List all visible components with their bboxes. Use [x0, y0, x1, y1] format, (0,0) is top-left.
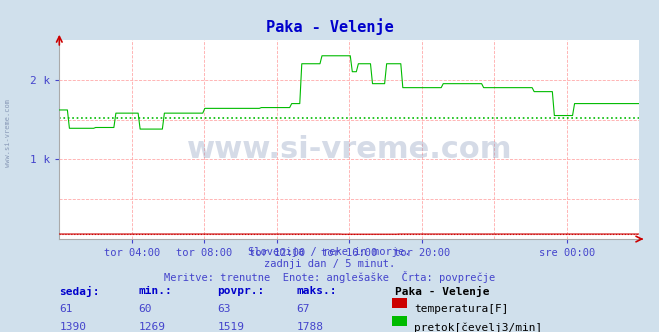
Text: Paka - Velenje: Paka - Velenje: [266, 18, 393, 35]
Text: 1269: 1269: [138, 322, 165, 332]
Text: 63: 63: [217, 304, 231, 314]
Text: zadnji dan / 5 minut.: zadnji dan / 5 minut.: [264, 259, 395, 269]
Text: temperatura[F]: temperatura[F]: [414, 304, 508, 314]
Text: Paka - Velenje: Paka - Velenje: [395, 286, 490, 296]
Text: pretok[čevelj3/min]: pretok[čevelj3/min]: [414, 322, 542, 332]
Text: sedaj:: sedaj:: [59, 286, 100, 296]
Text: 67: 67: [297, 304, 310, 314]
Text: 61: 61: [59, 304, 72, 314]
Text: 1390: 1390: [59, 322, 86, 332]
Text: 1519: 1519: [217, 322, 244, 332]
Text: Slovenija / reke in morje.: Slovenija / reke in morje.: [248, 247, 411, 257]
Text: www.si-vreme.com: www.si-vreme.com: [186, 135, 512, 164]
Text: maks.:: maks.:: [297, 286, 337, 295]
Text: povpr.:: povpr.:: [217, 286, 265, 295]
Text: www.si-vreme.com: www.si-vreme.com: [5, 99, 11, 167]
Text: 1788: 1788: [297, 322, 324, 332]
Text: 60: 60: [138, 304, 152, 314]
Text: Meritve: trenutne  Enote: anglešaške  Črta: povprečje: Meritve: trenutne Enote: anglešaške Črta…: [164, 271, 495, 283]
Text: min.:: min.:: [138, 286, 172, 295]
